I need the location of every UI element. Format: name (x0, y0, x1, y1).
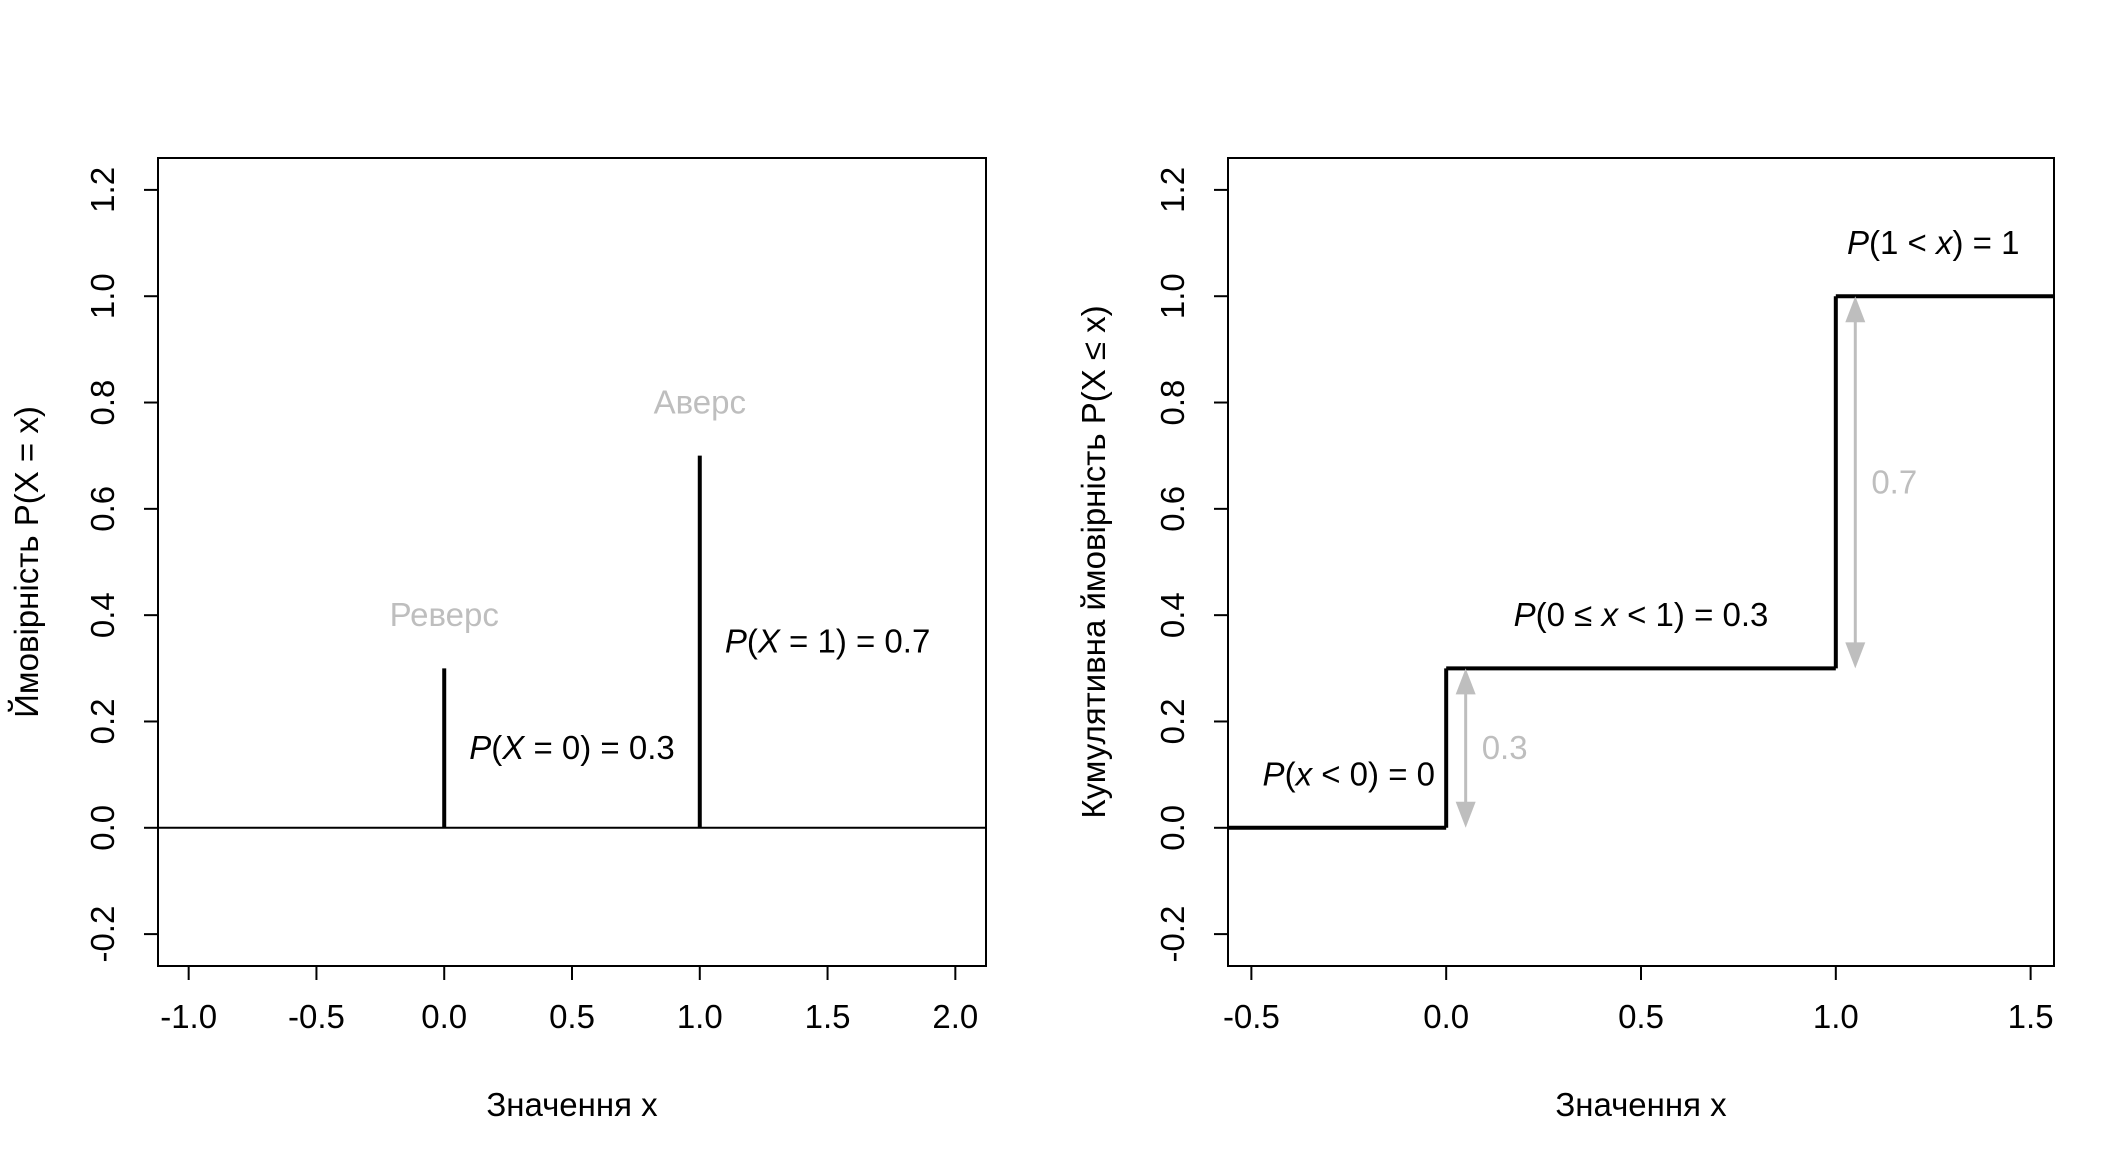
y-tick-label: 0.4 (84, 592, 121, 638)
probability-annotation: P(1 < x) = 1 (1847, 224, 2019, 261)
y-axis: -0.2 0.0 0.2 0.4 0.6 0.8 1.0 1.2 (84, 167, 159, 963)
y-tick-label: 0.0 (84, 805, 121, 851)
x-tick-label: 0.0 (421, 998, 467, 1035)
x-tick-label: 1.5 (805, 998, 851, 1035)
y-tick-label: 1.0 (1154, 273, 1191, 319)
pmf-chart: -1.0 -0.5 0.0 0.5 1.0 1.5 2.0 -0.2 0.0 0.2 0.4 0.6… (8, 157, 987, 1123)
x-tick-label: 0.0 (1423, 998, 1469, 1035)
x-tick-label: -0.5 (288, 998, 345, 1035)
x-axis-title: Значення x (486, 1086, 658, 1123)
y-axis-title: Кумулятивна ймовірність P(X ≤ x) (1075, 305, 1112, 818)
x-tick-label: -0.5 (1223, 998, 1280, 1035)
y-tick-label: -0.2 (1154, 906, 1191, 963)
outcome-label: Реверс (390, 596, 499, 633)
outcome-label: Аверс (654, 384, 746, 421)
x-tick-label: 1.0 (677, 998, 723, 1035)
y-tick-label: 0.6 (84, 486, 121, 532)
y-tick-label: -0.2 (84, 906, 121, 963)
y-tick-label: 0.8 (1154, 380, 1191, 426)
annotations: 0.3 0.7 P(x < 0) = 0 P(0 ≤ x < 1) = 0.3 P(1 … (1263, 224, 2020, 793)
y-tick-label: 0.4 (1154, 592, 1191, 638)
y-tick-label: 0.8 (84, 380, 121, 426)
probability-annotation: P(X = 0) = 0.3 (469, 729, 674, 766)
probability-annotation: P(0 ≤ x < 1) = 0.3 (1514, 596, 1769, 633)
arrowhead-top (1455, 668, 1476, 695)
pmf-stems (158, 455, 986, 829)
probability-annotation: P(X = 1) = 0.7 (725, 623, 930, 660)
cdf-steps (1228, 294, 2054, 830)
y-tick-label: 0.0 (1154, 805, 1191, 851)
plot-frame (1227, 157, 2055, 967)
probability-annotation: P(x < 0) = 0 (1263, 756, 1435, 793)
plot-frame (157, 157, 987, 967)
y-axis-title: Ймовірність P(X = x) (8, 406, 45, 718)
arrowhead-bottom (1845, 642, 1866, 669)
cdf-chart: -0.5 0.0 0.5 1.0 1.5 -0.2 0.0 0.2 0.4 0.6 0.8 1.0 1… (1075, 157, 2055, 1123)
jump-arrow (1455, 668, 1476, 828)
x-tick-label: 0.5 (549, 998, 595, 1035)
y-tick-label: 0.2 (1154, 699, 1191, 745)
arrowhead-bottom (1455, 801, 1476, 828)
x-tick-label: -1.0 (160, 998, 217, 1035)
x-axis-title: Значення x (1555, 1086, 1727, 1123)
annotations: Реверс Аверс P(X = 0) = 0.3 P(X = 1) = 0.7 (390, 384, 931, 767)
x-tick-label: 1.5 (2008, 998, 2054, 1035)
x-tick-label: 1.0 (1813, 998, 1859, 1035)
y-tick-label: 0.6 (1154, 486, 1191, 532)
arrowhead-top (1845, 296, 1866, 323)
jump-size-label: 0.7 (1871, 463, 1917, 500)
jump-size-label: 0.3 (1482, 729, 1528, 766)
y-tick-label: 1.0 (84, 273, 121, 319)
x-axis: -1.0 -0.5 0.0 0.5 1.0 1.5 2.0 (160, 965, 978, 1035)
y-tick-label: 0.2 (84, 699, 121, 745)
y-tick-label: 1.2 (1154, 167, 1191, 213)
x-axis: -0.5 0.0 0.5 1.0 1.5 (1223, 965, 2054, 1035)
y-axis: -0.2 0.0 0.2 0.4 0.6 0.8 1.0 1.2 (1154, 167, 1229, 963)
x-tick-label: 2.0 (932, 998, 978, 1035)
jump-arrow (1845, 296, 1866, 669)
y-tick-label: 1.2 (84, 167, 121, 213)
x-tick-label: 0.5 (1618, 998, 1664, 1035)
